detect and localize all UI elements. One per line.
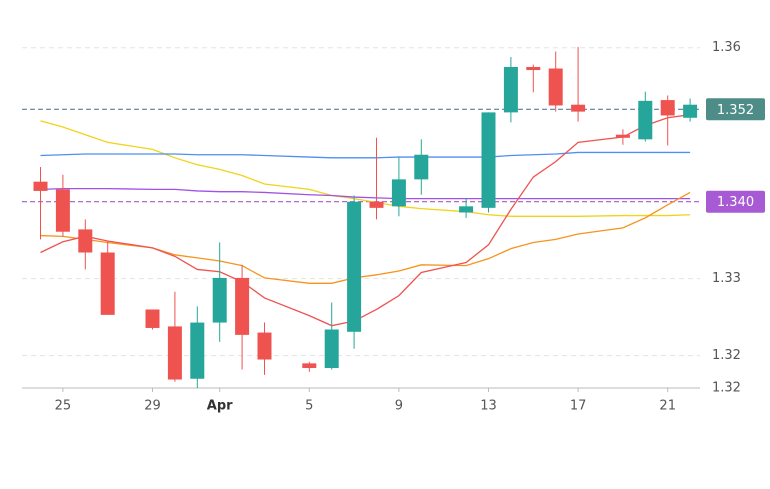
candle-body xyxy=(391,179,406,207)
x-tick-label: 29 xyxy=(144,399,161,414)
candle-body xyxy=(548,68,563,106)
candle-body xyxy=(369,201,384,208)
candle-body xyxy=(481,112,496,208)
ma-line xyxy=(40,191,691,284)
candle-body xyxy=(190,322,205,379)
candle-body xyxy=(257,332,272,360)
ma-line xyxy=(40,151,691,159)
x-tick-label: 17 xyxy=(570,399,587,414)
price-label-box xyxy=(706,98,765,121)
price-label-box xyxy=(706,190,765,213)
x-tick-label: 13 xyxy=(480,399,497,414)
x-tick-label: 21 xyxy=(659,399,676,414)
x-tick-label: Apr xyxy=(207,399,233,414)
y-tick-label: 1.32 xyxy=(712,381,741,396)
candle-body xyxy=(78,229,93,253)
x-tick-label: 9 xyxy=(395,399,403,414)
candle-body xyxy=(235,277,250,335)
candle-body xyxy=(212,277,227,323)
candle-body xyxy=(414,154,429,180)
candle-body xyxy=(615,134,630,138)
candle-body xyxy=(302,363,317,368)
candle-body xyxy=(571,104,586,112)
x-tick-label: 25 xyxy=(55,399,72,414)
y-tick-label: 1.36 xyxy=(712,40,741,55)
ma-line xyxy=(40,114,691,327)
x-tick-label: 5 xyxy=(305,399,313,414)
candle-body xyxy=(347,201,362,332)
y-tick-label: 1.33 xyxy=(712,271,741,286)
candle-body xyxy=(638,100,653,140)
ma-line xyxy=(40,120,691,217)
ma-line xyxy=(40,187,691,200)
candle-body xyxy=(683,104,698,118)
y-tick-label: 1.32 xyxy=(712,348,741,363)
candle-body xyxy=(167,326,182,380)
candle-body xyxy=(459,206,474,213)
candle-body xyxy=(100,252,115,315)
candle-body xyxy=(660,100,675,116)
price-label: 1.352 xyxy=(717,103,754,118)
candle-body xyxy=(526,66,541,71)
candle-body xyxy=(503,66,518,113)
candle-body xyxy=(33,181,48,191)
candle-body xyxy=(55,189,70,232)
price-label: 1.340 xyxy=(717,195,754,210)
candle-body xyxy=(324,329,339,368)
candle-body xyxy=(145,309,160,328)
